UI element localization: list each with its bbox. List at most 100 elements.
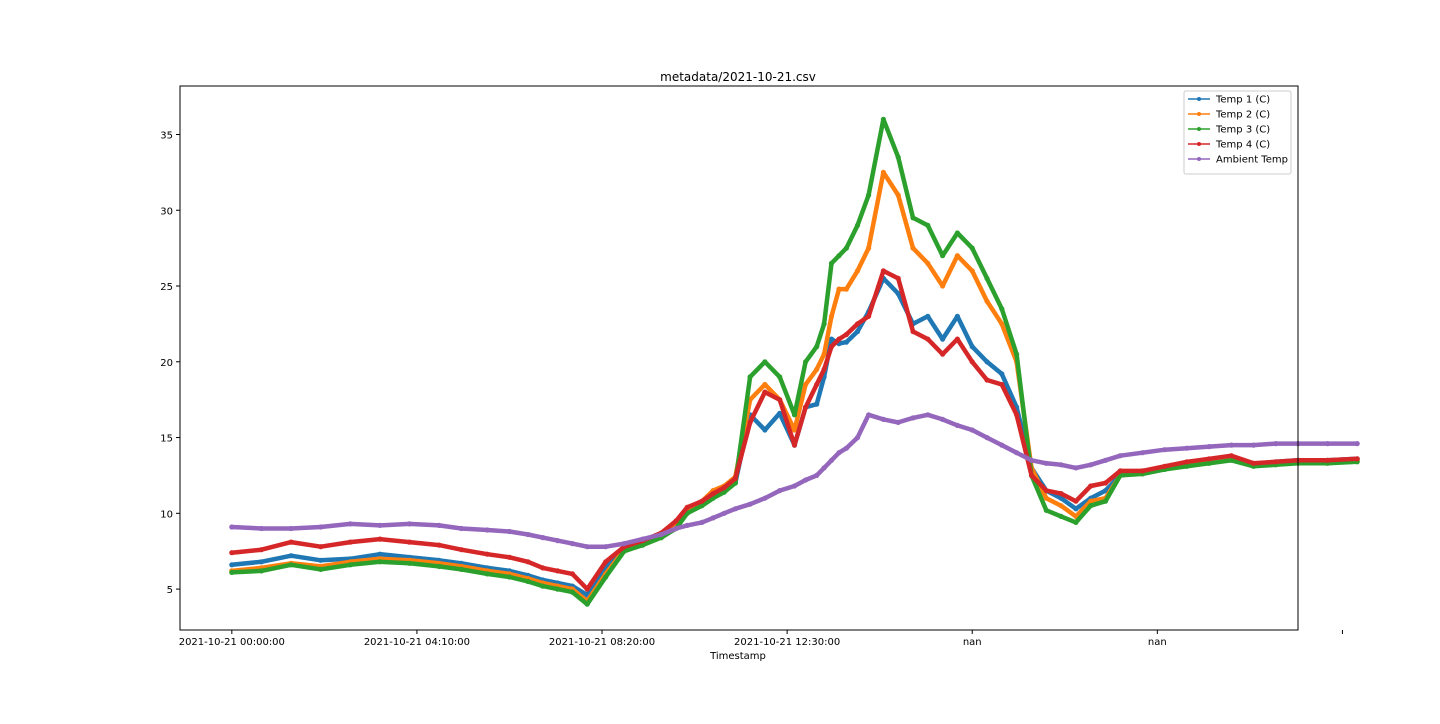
data-point: [377, 536, 383, 542]
data-point: [866, 412, 872, 418]
data-point: [1073, 506, 1079, 512]
data-point: [836, 336, 842, 342]
data-point: [1043, 495, 1049, 501]
y-tick-label: 30: [160, 206, 173, 217]
y-tick-label: 20: [160, 358, 173, 369]
data-point: [866, 192, 872, 198]
data-point: [1102, 498, 1109, 504]
data-point: [640, 542, 646, 548]
data-point: [854, 435, 861, 441]
data-point: [940, 336, 946, 342]
data-point: [843, 331, 850, 338]
data-point: [866, 313, 872, 319]
data-point: [1228, 442, 1234, 448]
data-point: [684, 522, 690, 529]
chart-title: metadata/2021-10-21.csv: [660, 70, 816, 84]
series-layer: [229, 116, 1360, 607]
data-point: [603, 544, 609, 550]
data-point: [1184, 459, 1190, 465]
data-point: [854, 321, 861, 327]
data-point: [1058, 491, 1064, 497]
data-point: [1014, 412, 1020, 418]
data-point: [777, 397, 783, 403]
data-point: [555, 538, 561, 544]
data-point: [762, 427, 768, 433]
data-point: [925, 412, 931, 418]
series-1: [229, 169, 1360, 604]
data-point: [1139, 468, 1146, 474]
data-point: [999, 321, 1005, 327]
data-point: [458, 547, 464, 553]
data-point: [288, 539, 294, 545]
data-point: [525, 578, 531, 585]
data-point: [969, 427, 975, 433]
data-point: [836, 450, 842, 456]
data-point: [999, 381, 1005, 388]
legend-label: Temp 1 (C): [1215, 95, 1270, 106]
data-point: [954, 422, 961, 428]
data-point: [258, 525, 264, 532]
y-tick-label: 35: [160, 130, 173, 141]
data-point: [803, 359, 809, 365]
data-point: [699, 519, 705, 526]
x-tick-label: nan: [1148, 637, 1167, 648]
data-point: [777, 410, 783, 416]
data-point: [747, 374, 753, 380]
data-point: [969, 344, 975, 350]
legend-box: [1183, 90, 1292, 175]
data-point: [791, 412, 798, 418]
data-point: [999, 306, 1005, 312]
data-point: [318, 557, 324, 563]
data-point: [940, 416, 946, 422]
data-point: [506, 574, 513, 580]
data-point: [732, 475, 738, 482]
data-point: [1043, 507, 1049, 513]
data-point: [406, 539, 413, 545]
data-point: [910, 415, 916, 421]
data-point: [621, 541, 627, 547]
series-line: [229, 412, 1360, 549]
x-tick-label: 2021-10-21 08:20:00: [549, 637, 655, 648]
data-point: [525, 531, 531, 538]
data-point: [377, 522, 383, 529]
data-point: [843, 286, 850, 292]
data-point: [377, 559, 383, 565]
data-point: [258, 559, 264, 565]
data-point: [1184, 445, 1190, 451]
data-point: [843, 339, 850, 345]
data-point: [940, 283, 946, 289]
data-point: [969, 359, 975, 365]
data-point: [436, 542, 442, 548]
data-point: [762, 359, 768, 365]
data-point: [1058, 462, 1064, 468]
x-tick-label: 2021-10-21 04:10:00: [364, 637, 470, 648]
data-point: [229, 562, 235, 568]
data-point: [1325, 457, 1331, 463]
data-point: [584, 586, 590, 592]
data-point: [710, 491, 716, 497]
data-point: [525, 559, 531, 565]
data-point: [762, 389, 768, 395]
data-point: [954, 313, 961, 319]
data-point: [1117, 468, 1123, 474]
data-point: [984, 435, 990, 441]
data-point: [506, 528, 513, 535]
data-point: [377, 551, 383, 557]
data-point: [910, 245, 916, 251]
data-point: [999, 371, 1005, 377]
data-point: [954, 253, 961, 259]
data-point: [1102, 488, 1109, 494]
data-point: [828, 260, 835, 266]
data-point: [1088, 503, 1094, 509]
series-0: [229, 275, 1360, 598]
legend-marker: [1197, 127, 1201, 131]
data-point: [1073, 498, 1079, 504]
data-point: [506, 554, 513, 560]
data-point: [925, 260, 931, 266]
data-point: [821, 465, 827, 471]
data-point: [318, 544, 324, 550]
data-point: [1028, 457, 1035, 463]
data-point: [814, 381, 820, 388]
data-point: [699, 498, 705, 504]
